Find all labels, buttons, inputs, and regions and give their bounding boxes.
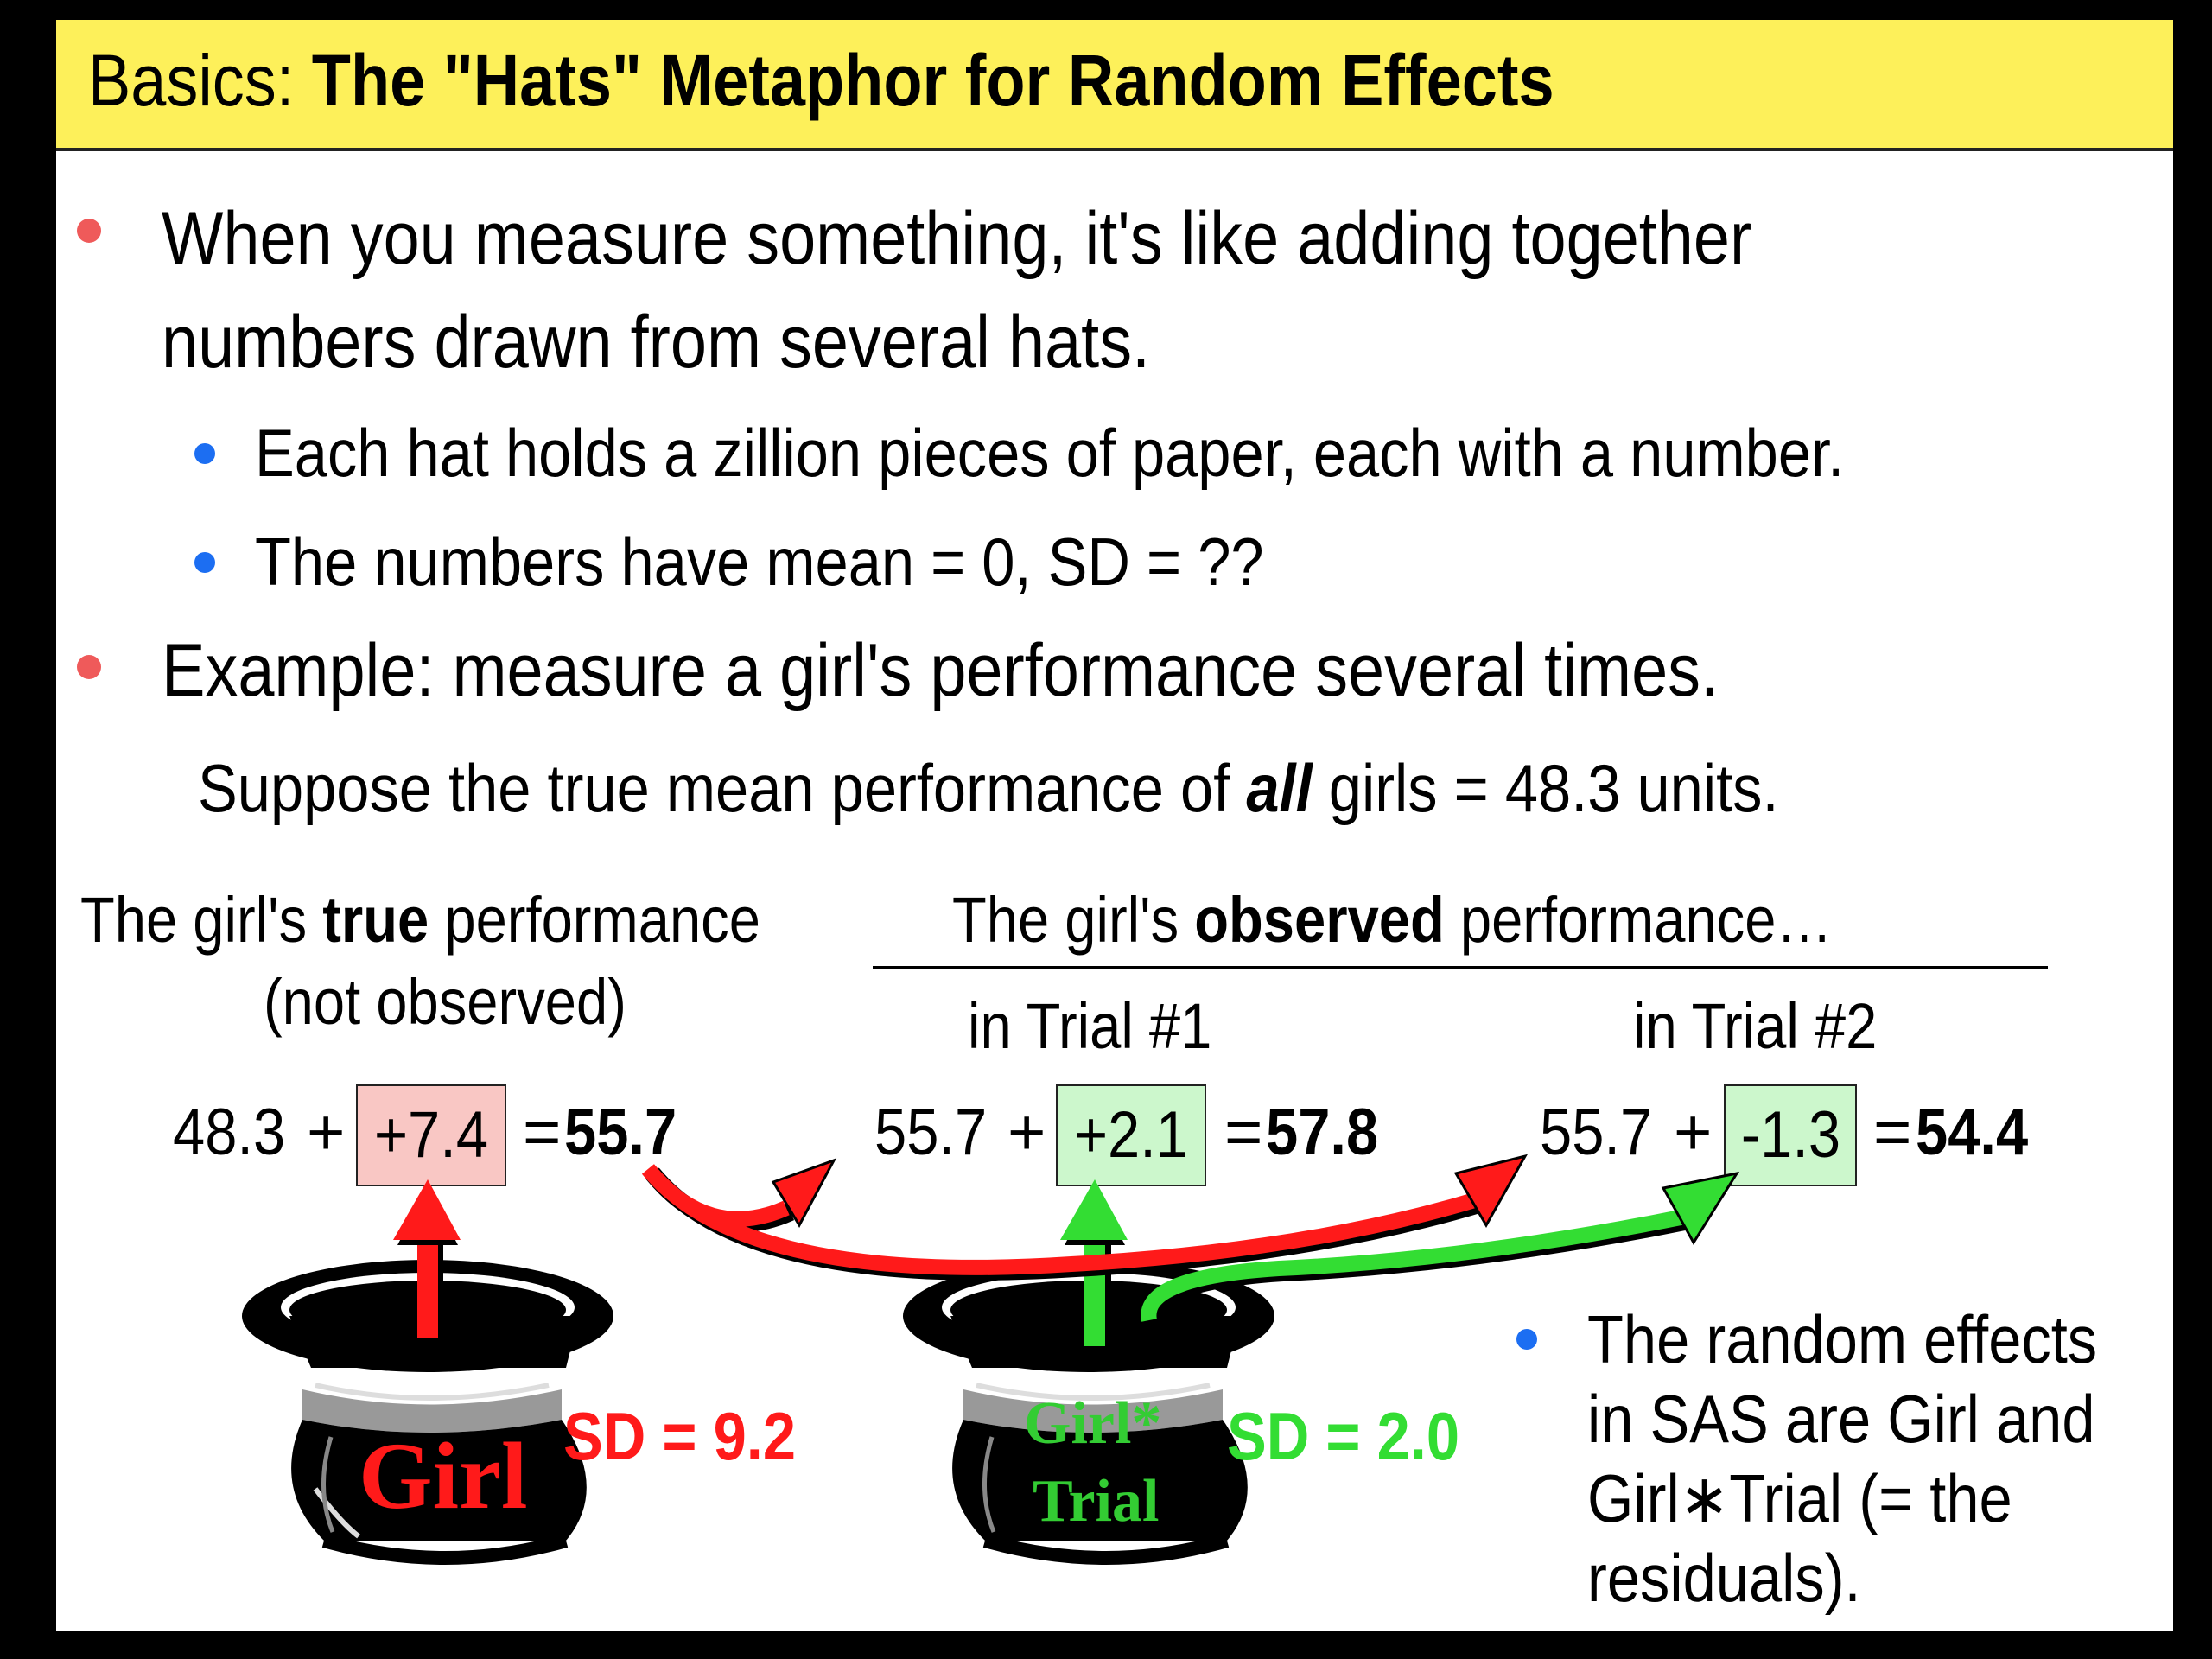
eq-2-plus: + [1007,1096,1046,1169]
bullet-1-line-2: numbers drawn from several hats. [162,301,1151,384]
suppose-line: Suppose the true mean performance of all… [198,750,1779,826]
note-bullet-dot [1516,1329,1537,1350]
bullet-dot [77,219,101,243]
girl-trial-hat-label-1: Girl* [1024,1390,1162,1457]
eq-3-base: 55.7 [1540,1096,1653,1169]
eq-2-base: 55.7 [874,1096,988,1169]
carry-forward-arrows [642,1154,1529,1281]
title-bar: Basics: The "Hats" Metaphor for Random E… [56,20,2173,151]
not-observed-label: (not observed) [264,966,626,1038]
girl-trial-hat-label-2: Trial [1033,1468,1160,1535]
note-line-1: The random effects [1587,1301,2098,1377]
bullet-2: Example: measure a girl's performance se… [162,629,1719,712]
girl-trial-hat-icon [903,1260,1274,1565]
subbullet-dot [194,443,215,464]
subbullet-1: Each hat holds a zillion pieces of paper… [255,415,1845,491]
girl-effect-box: +7.4 [356,1084,506,1186]
eq-1-plus: + [307,1096,346,1169]
note-line-2: in SAS are Girl and [1587,1381,2095,1457]
trial-sd-label: SD = 2.0 [1227,1398,1460,1474]
trial-2-arrow [1141,1171,1740,1326]
girl-sd-label: SD = 9.2 [563,1398,797,1474]
eq-3-plus: + [1674,1096,1713,1169]
trial-2-label: in Trial #2 [1633,990,1878,1062]
bullet-1-line-1: When you measure something, it's like ad… [162,197,1752,280]
note-line-3: Girl∗Trial (= the [1587,1460,2012,1536]
girl-hat-label: Girl [359,1423,528,1529]
bullet-dot [77,655,101,679]
eq-1-equals: = [523,1096,562,1169]
trial-1-observed-value: 57.8 [1266,1096,1379,1169]
trial-1-label: in Trial #1 [968,990,1212,1062]
page-title: Basics: The "Hats" Metaphor for Random E… [88,40,1554,121]
trial-2-effect-box: -1.3 [1724,1084,1857,1186]
eq-3-equals: = [1873,1096,1912,1169]
true-performance-header: The girl's true performance [80,884,760,956]
observed-performance-header: The girl's observed performance… [952,884,1833,956]
eq-2-equals: = [1224,1096,1263,1169]
note-line-4: residuals). [1587,1540,1861,1616]
subbullet-2: The numbers have mean = 0, SD = ?? [255,524,1264,600]
slide: Basics: The "Hats" Metaphor for Random E… [56,20,2173,1631]
girl-up-arrow [393,1179,461,1338]
true-performance-value: 55.7 [564,1096,677,1169]
header-underline [873,966,2048,969]
trial-up-arrow [1060,1179,1128,1346]
trial-2-observed-value: 54.4 [1916,1096,2029,1169]
trial-1-effect-box: +2.1 [1056,1084,1206,1186]
hats-and-arrows [242,1154,1740,1565]
subbullet-dot [194,552,215,573]
eq-1-base: 48.3 [173,1096,286,1169]
